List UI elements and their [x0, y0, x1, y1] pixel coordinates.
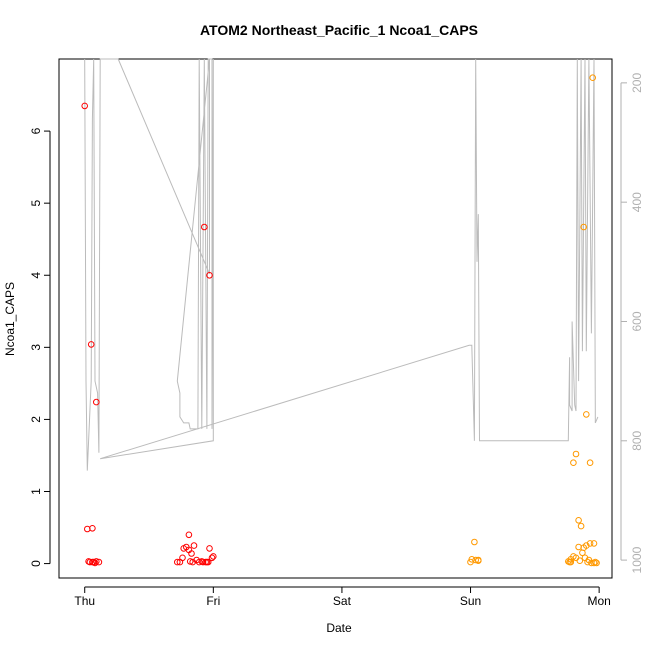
x-tick-label: Sat	[333, 594, 352, 608]
x-tick-label: Thu	[74, 594, 95, 608]
data-point-s2-9	[572, 450, 580, 458]
y-tick-label: 6	[29, 127, 43, 134]
y-tick-label: 5	[29, 200, 43, 207]
right-axis: 200 400 600 800 1000	[620, 73, 644, 573]
data-point-s1-3	[93, 398, 100, 406]
data-point-s2-13	[575, 517, 582, 524]
x-tick-label: Fri	[206, 594, 220, 608]
y-tick-label: 3	[29, 344, 43, 351]
points-layer	[81, 74, 600, 567]
data-point-s2-8	[580, 223, 588, 231]
x-tick-label: Sun	[460, 594, 481, 608]
right-tick-label: 600	[630, 311, 644, 331]
data-point-s2-26	[566, 558, 573, 566]
data-point-s1-20	[188, 550, 195, 557]
data-point-s2-33	[585, 556, 593, 564]
data-point-s2-1	[471, 538, 478, 546]
depth-line-layer	[84, 58, 599, 471]
data-point-s1-33	[210, 553, 217, 560]
data-point-s2-14	[577, 522, 585, 530]
data-point-s1-34	[204, 558, 212, 566]
data-point-s1-15	[185, 531, 193, 539]
data-point-s2-30	[590, 559, 598, 567]
data-point-s2-18	[590, 540, 598, 547]
data-point-s2-4	[472, 556, 480, 564]
data-point-s1-31	[206, 545, 213, 552]
right-tick-label: 200	[630, 73, 644, 93]
data-point-s1-23	[174, 558, 181, 566]
y-tick-label: 2	[29, 416, 43, 423]
data-point-s1-22	[176, 558, 184, 566]
data-point-s2-34	[576, 557, 584, 565]
y-tick-label: 4	[29, 272, 43, 279]
chart-title: ATOM2 Northeast_Pacific_1 Ncoa1_CAPS	[200, 22, 478, 38]
plot-area	[58, 58, 613, 579]
x-axis-label: Date	[326, 621, 352, 635]
right-tick-label: 1000	[630, 546, 644, 573]
data-point-s2-19	[583, 542, 590, 549]
data-point-s2-6	[475, 556, 482, 564]
depth-line	[84, 58, 599, 471]
y-tick-label: 1	[29, 488, 43, 495]
right-tick-label: 800	[630, 430, 644, 450]
data-point-s1-1	[81, 102, 88, 110]
data-point-s1-27	[195, 558, 203, 566]
data-point-s1-2	[87, 341, 95, 348]
data-point-s1-19	[190, 542, 198, 549]
data-point-s1-35	[202, 558, 209, 566]
data-point-s1-32	[208, 554, 216, 562]
data-point-s1-13	[201, 223, 208, 231]
right-tick-label: 400	[630, 192, 644, 212]
data-point-s2-7	[589, 74, 597, 81]
data-point-s2-20	[579, 549, 586, 557]
y-axis-label: Ncoa1_CAPS	[3, 282, 17, 356]
data-point-s2-11	[570, 459, 577, 467]
data-point-s2-10	[586, 459, 594, 467]
data-point-s1-11	[90, 558, 97, 566]
data-point-s1-25	[189, 558, 196, 566]
y-tick-label: 0	[29, 560, 43, 567]
x-tick-label: Mon	[587, 594, 610, 608]
data-point-s1-12	[86, 558, 94, 566]
x-axis: Thu Fri Sat Sun Mon	[74, 586, 611, 608]
data-point-s1-14	[206, 272, 213, 279]
y-axis: 0 1 2 3 4 5 6	[29, 127, 51, 567]
data-point-s1-9	[93, 558, 100, 565]
data-point-s1-5	[89, 525, 96, 532]
data-point-s2-31	[593, 559, 600, 567]
data-point-s1-18	[180, 545, 187, 552]
data-point-s2-12	[583, 411, 590, 418]
data-point-s2-32	[592, 558, 599, 566]
